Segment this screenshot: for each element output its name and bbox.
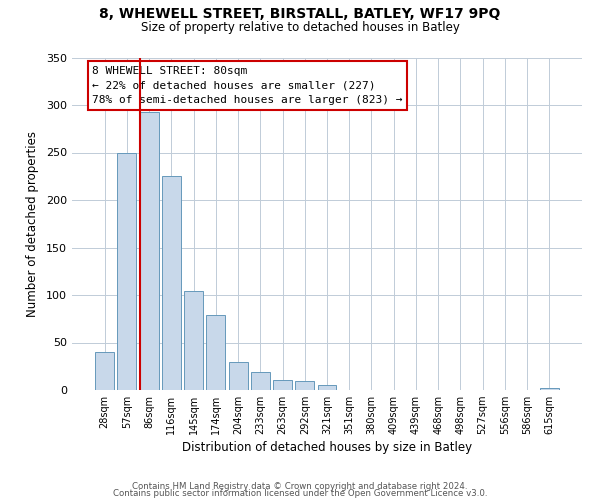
Bar [317,385,337,390]
Bar [118,152,136,390]
Text: Size of property relative to detached houses in Batley: Size of property relative to detached ho… [140,21,460,34]
Bar [229,362,248,390]
Bar [162,176,181,390]
Text: 8 WHEWELL STREET: 80sqm
← 22% of detached houses are smaller (227)
78% of semi-d: 8 WHEWELL STREET: 80sqm ← 22% of detache… [92,66,403,106]
Bar [140,112,158,390]
Text: Contains HM Land Registry data © Crown copyright and database right 2024.: Contains HM Land Registry data © Crown c… [132,482,468,491]
Bar [184,291,203,390]
Bar [540,388,559,390]
Text: Contains public sector information licensed under the Open Government Licence v3: Contains public sector information licen… [113,490,487,498]
Bar [295,380,314,390]
X-axis label: Distribution of detached houses by size in Batley: Distribution of detached houses by size … [182,442,472,454]
Y-axis label: Number of detached properties: Number of detached properties [26,130,39,317]
Bar [95,352,114,390]
Bar [251,372,270,390]
Text: 8, WHEWELL STREET, BIRSTALL, BATLEY, WF17 9PQ: 8, WHEWELL STREET, BIRSTALL, BATLEY, WF1… [100,8,500,22]
Bar [206,315,225,390]
Bar [273,380,292,390]
